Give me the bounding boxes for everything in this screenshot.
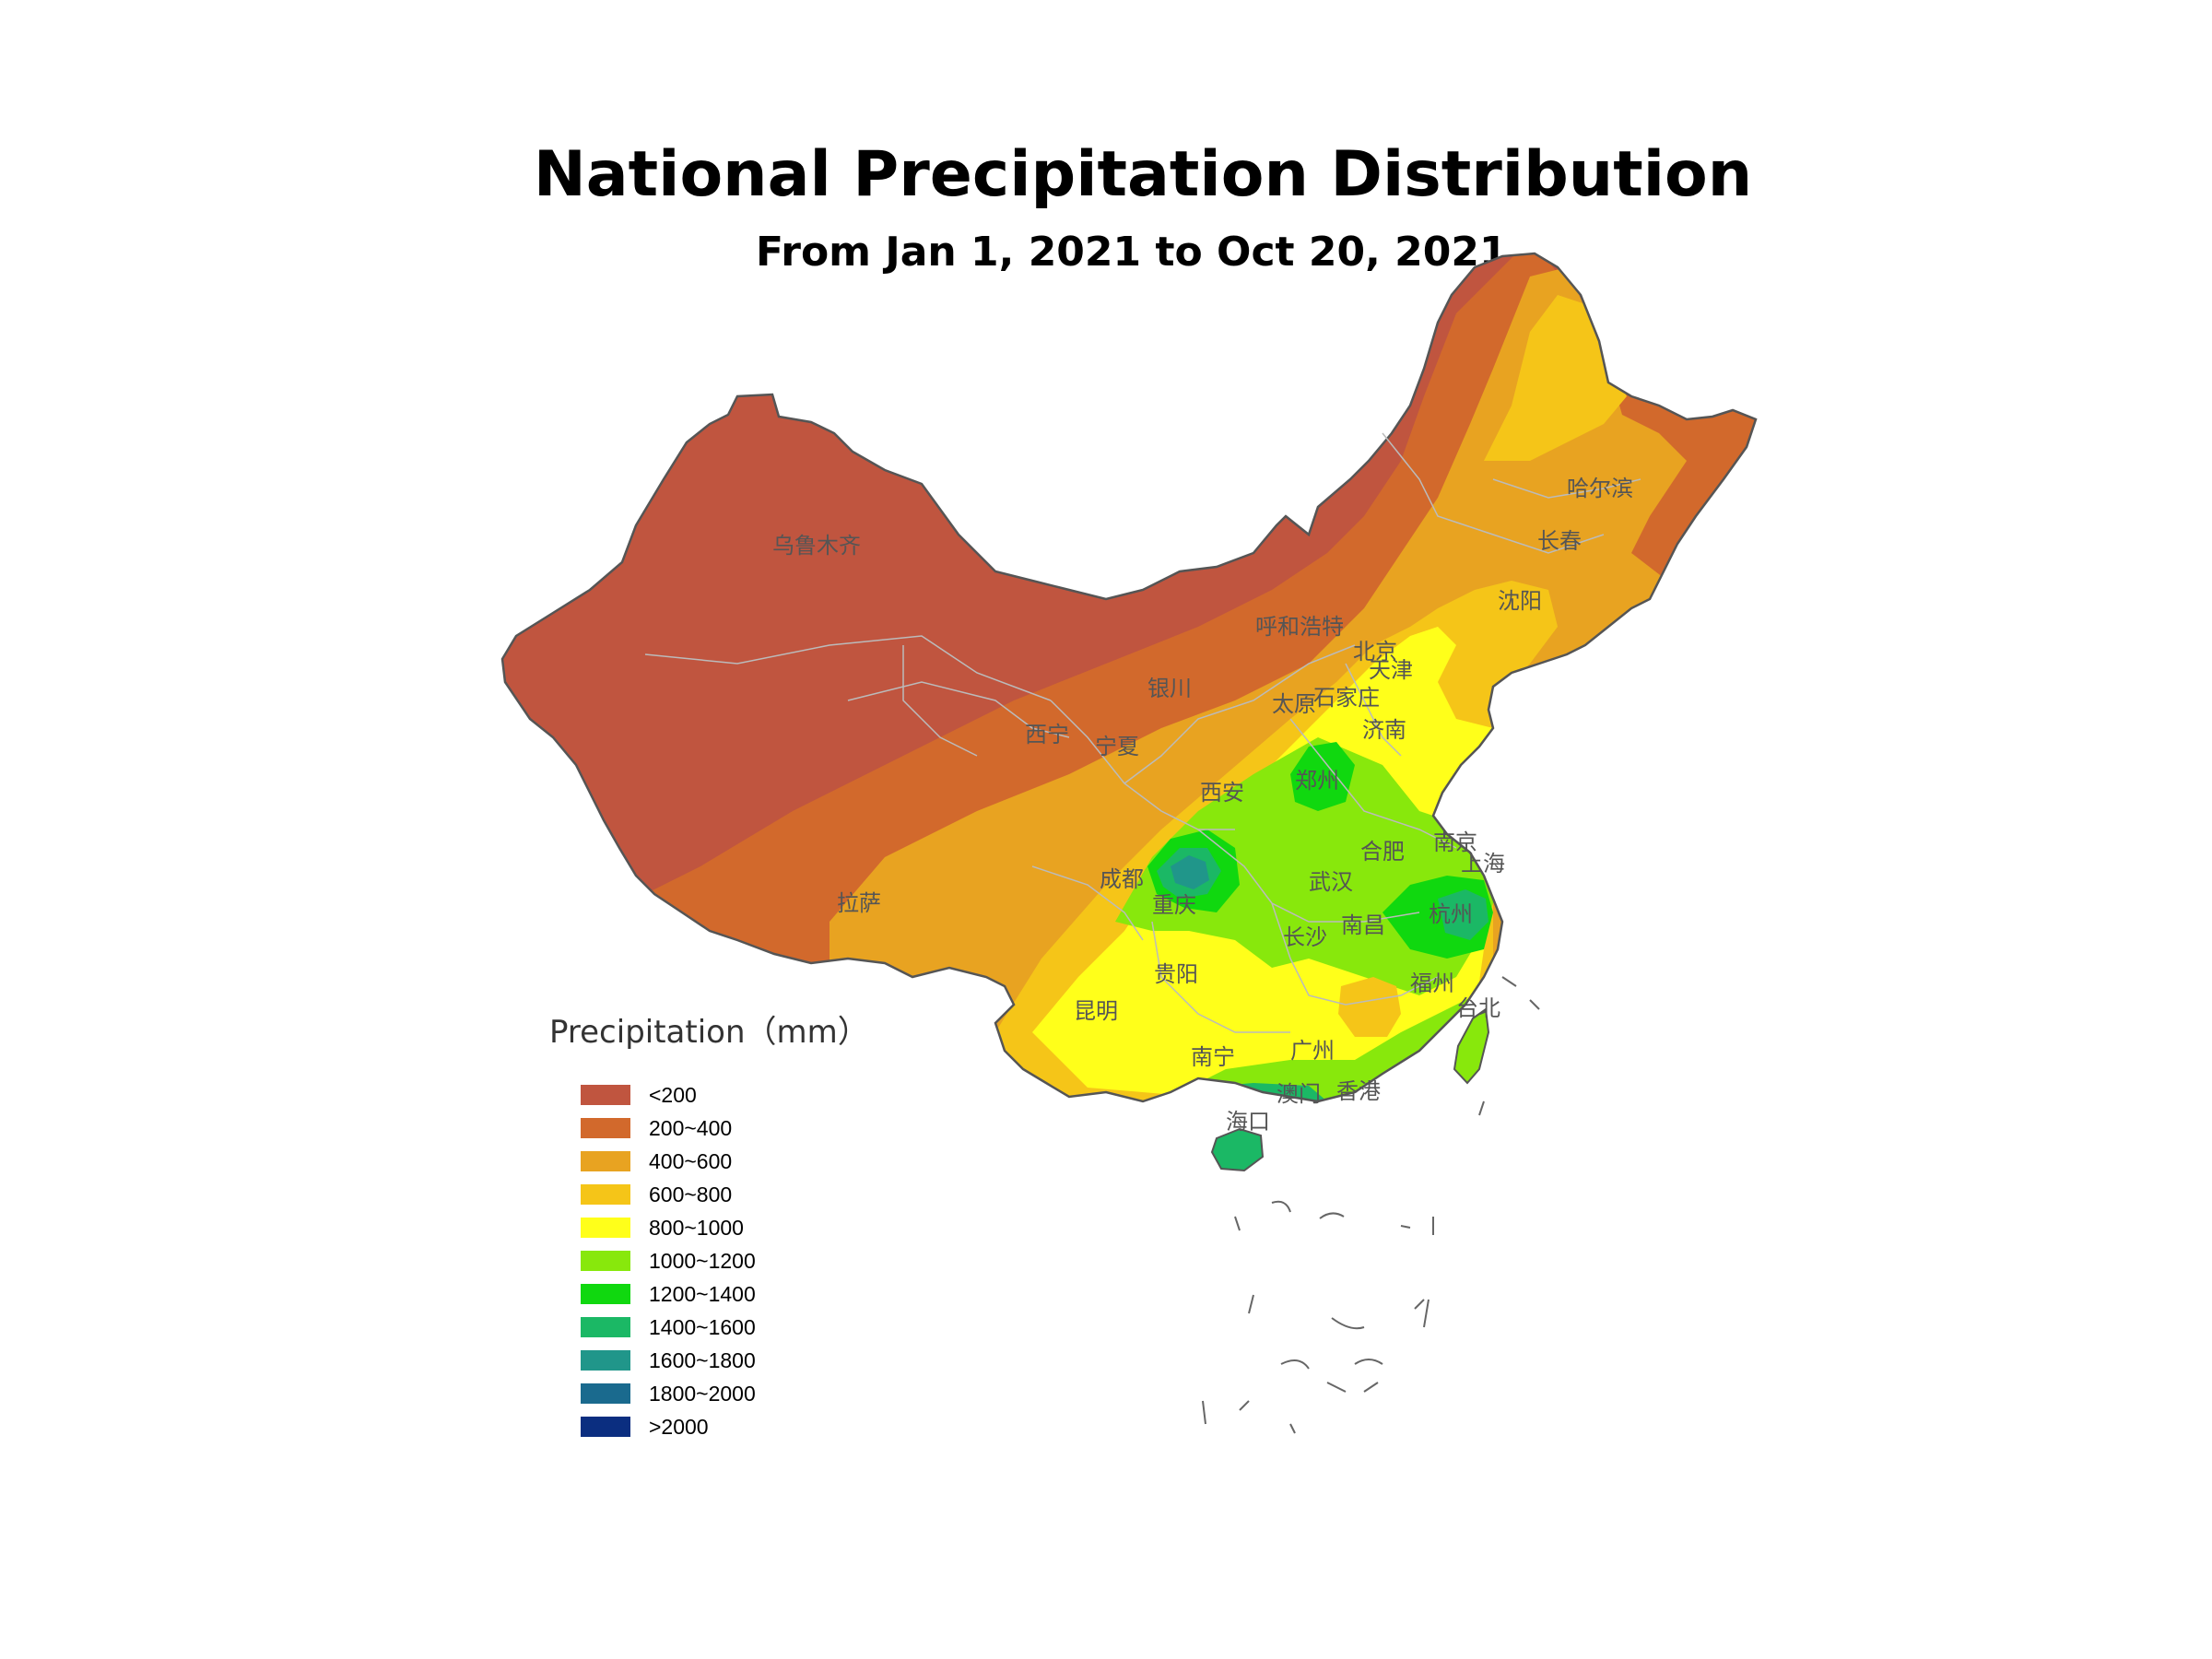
taiwan-island: [1453, 1007, 1490, 1085]
city-label-macau: 澳门: [1277, 1081, 1321, 1107]
zone-1400-1600-east: [1438, 889, 1488, 940]
city-label-hangzhou: 杭州: [1429, 901, 1473, 927]
city-label-xining: 西宁: [1025, 722, 1069, 747]
city-label-guangzhou: 广州: [1290, 1038, 1335, 1064]
province-borders: [644, 432, 1641, 1033]
city-label-taiyuan: 太原: [1272, 691, 1316, 717]
legend-label: 800~1000: [649, 1215, 744, 1240]
city-label-nanchang: 南昌: [1341, 912, 1385, 938]
legend-swatch: [581, 1251, 630, 1271]
legend-label: 1200~1400: [649, 1281, 756, 1306]
city-label-tianjin: 天津: [1369, 657, 1413, 683]
legend-swatch: [581, 1383, 630, 1404]
legend-label: 1400~1600: [649, 1314, 756, 1339]
zone-1200-1400-henan: [1290, 742, 1355, 811]
city-label-changsha: 长沙: [1283, 924, 1327, 950]
legend-swatch: [581, 1350, 630, 1371]
city-label-chongqing: 重庆: [1152, 892, 1196, 918]
city-label-beijing: 北京: [1353, 639, 1397, 665]
city-label-yinchuan: 银川: [1147, 676, 1192, 701]
south-china-sea-islands: [1202, 976, 1540, 1434]
city-label-guiyang: 贵阳: [1154, 961, 1198, 987]
legend-item: 800~1000: [581, 1211, 756, 1244]
city-label-wuhan: 武汉: [1309, 869, 1353, 895]
city-label-nanjing: 南京: [1433, 830, 1477, 855]
legend-label: 1000~1200: [649, 1248, 756, 1273]
legend-swatch: [581, 1151, 630, 1171]
city-label-zhengzhou: 郑州: [1295, 768, 1339, 794]
legend-item: 1000~1200: [581, 1244, 756, 1277]
legend-label: 600~800: [649, 1182, 733, 1206]
hainan-island: [1210, 1127, 1265, 1172]
legend-item: 600~800: [581, 1178, 756, 1211]
legend: <200 200~400 400~600 600~800 800~1000 1000~12…: [581, 1078, 756, 1443]
legend-label: 1800~2000: [649, 1381, 756, 1406]
legend-item: >2000: [581, 1410, 756, 1443]
city-label-urumqi: 乌鲁木齐: [772, 533, 861, 559]
legend-item: 1800~2000: [581, 1377, 756, 1410]
legend-label: 400~600: [649, 1148, 733, 1173]
zone-600-800-north: [1484, 295, 1627, 461]
legend-label: <200: [649, 1082, 697, 1107]
legend-item: <200: [581, 1078, 756, 1112]
zone-600-800-jiangxi: [1338, 977, 1401, 1037]
city-label-fuzhou: 福州: [1410, 971, 1454, 996]
legend-swatch: [581, 1284, 630, 1304]
legend-item: 400~600: [581, 1145, 756, 1178]
legend-swatch: [581, 1417, 630, 1437]
legend-swatch: [581, 1218, 630, 1238]
city-label-jinan: 济南: [1362, 717, 1406, 743]
city-label-chengdu: 成都: [1100, 866, 1144, 892]
city-label-nanning: 南宁: [1191, 1044, 1235, 1070]
city-label-taipei: 台北: [1456, 995, 1500, 1021]
city-label-lhasa: 拉萨: [837, 890, 881, 916]
city-label-hohhot: 呼和浩特: [1255, 614, 1344, 640]
city-label-hefei: 合肥: [1360, 839, 1405, 865]
legend-item: 200~400: [581, 1112, 756, 1145]
legend-swatch: [581, 1118, 630, 1138]
legend-swatch: [581, 1085, 630, 1105]
city-labels: 乌鲁木齐 哈尔滨 长春 沈阳 呼和浩特 北京 天津 银川 太原 石家庄 西宁 宁…: [772, 476, 1633, 1135]
legend-item: 1400~1600: [581, 1311, 756, 1344]
city-label-harbin: 哈尔滨: [1567, 476, 1633, 501]
city-label-shenyang: 沈阳: [1498, 588, 1542, 614]
legend-swatch: [581, 1317, 630, 1337]
city-label-xian: 西安: [1200, 780, 1244, 806]
zone-1600-1800-sichuan: [1171, 855, 1209, 889]
city-label-hongkong: 香港: [1336, 1078, 1381, 1104]
legend-label: 200~400: [649, 1115, 733, 1140]
legend-label: >2000: [649, 1414, 709, 1439]
map-title: National Precipitation Distribution: [533, 138, 1753, 211]
city-label-shijiazhuang: 石家庄: [1313, 685, 1380, 711]
city-label-changchun: 长春: [1537, 528, 1582, 554]
legend-item: 1200~1400: [581, 1277, 756, 1311]
legend-label: 1600~1800: [649, 1347, 756, 1372]
legend-item: 1600~1800: [581, 1344, 756, 1377]
legend-title: Precipitation（mm）: [549, 1014, 869, 1051]
city-label-kunming: 昆明: [1074, 998, 1118, 1024]
legend-swatch: [581, 1184, 630, 1205]
city-label-ningxia: 宁夏: [1095, 734, 1139, 759]
map-subtitle: From Jan 1, 2021 to Oct 20, 2021: [756, 229, 1508, 276]
city-label-shanghai: 上海: [1461, 851, 1505, 877]
city-label-haikou: 海口: [1226, 1109, 1270, 1135]
